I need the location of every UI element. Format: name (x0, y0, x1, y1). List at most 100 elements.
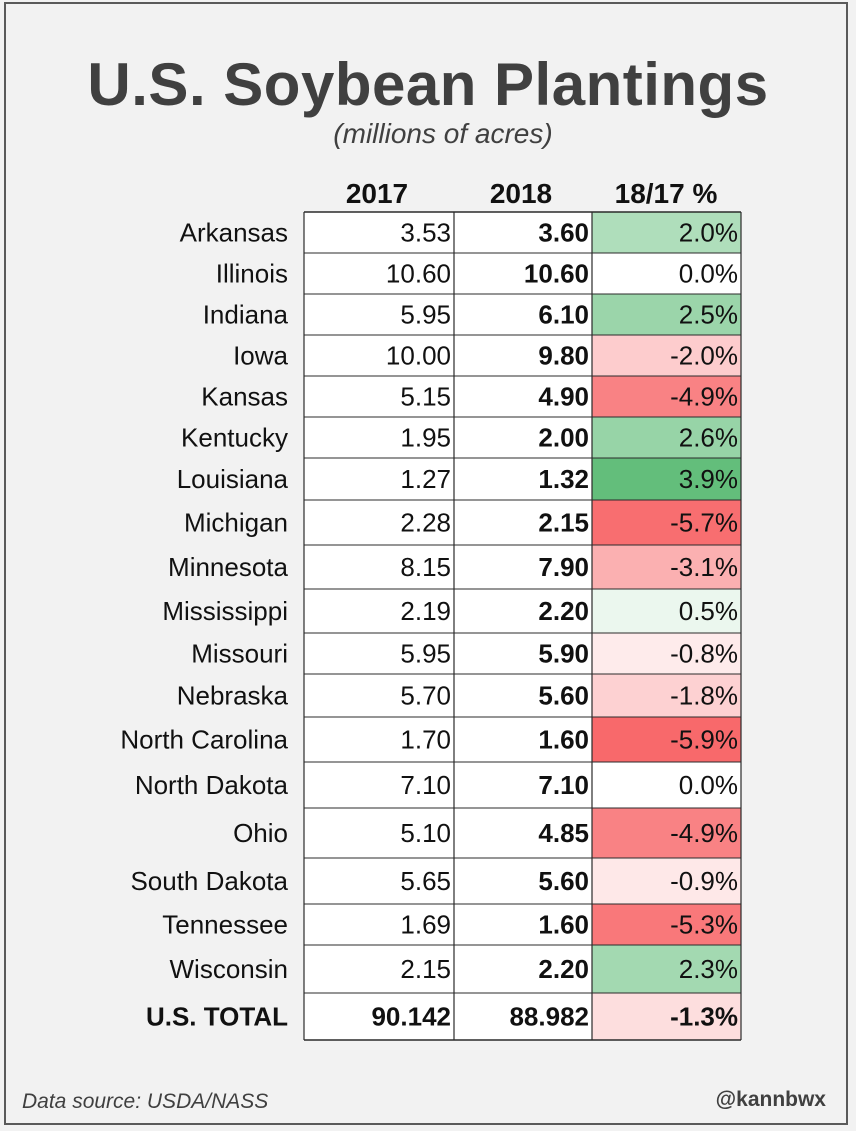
cell-bg (304, 858, 454, 904)
value-y2017: 7.10 (400, 770, 451, 800)
value-y2018: 1.60 (538, 725, 589, 755)
change-cell (592, 458, 741, 500)
state-label: Iowa (233, 341, 288, 371)
cell-bg (304, 417, 454, 458)
value-y2017: 1.27 (400, 464, 451, 494)
cell-bg (454, 858, 592, 904)
state-label: Illinois (216, 259, 288, 289)
cell-bg (304, 212, 454, 253)
cell-bg (304, 762, 454, 808)
value-y2018: 7.90 (538, 552, 589, 582)
cell-bg (304, 335, 454, 376)
cell-bg (304, 376, 454, 417)
state-label: South Dakota (130, 866, 288, 896)
value-pct: 2.0% (679, 218, 738, 248)
data-source-note: Data source: USDA/NASS (22, 1090, 269, 1113)
value-y2017: 1.70 (400, 725, 451, 755)
value-y2018: 5.60 (538, 681, 589, 711)
value-y2017: 5.65 (400, 866, 451, 896)
value-y2017: 10.00 (386, 341, 451, 371)
value-y2017: 5.15 (400, 382, 451, 412)
cell-bg (454, 417, 592, 458)
value-y2018: 2.20 (538, 954, 589, 984)
change-cell (592, 500, 741, 545)
value-y2017: 2.19 (400, 596, 451, 626)
cell-bg (454, 294, 592, 335)
state-label: Tennessee (162, 910, 288, 940)
value-y2018: 7.10 (538, 770, 589, 800)
value-y2018: 2.20 (538, 596, 589, 626)
value-y2018: 9.80 (538, 341, 589, 371)
cell-bg (454, 633, 592, 674)
cell-bg (454, 376, 592, 417)
value-pct: -0.9% (670, 866, 738, 896)
change-cell (592, 858, 741, 904)
change-cell (592, 717, 741, 762)
value-pct: -4.9% (670, 382, 738, 412)
change-cell (592, 945, 741, 993)
cell-bg (454, 589, 592, 633)
cell-bg (304, 945, 454, 993)
change-cell (592, 633, 741, 674)
value-y2018: 3.60 (538, 218, 589, 248)
value-y2017: 2.15 (400, 954, 451, 984)
value-y2017: 90.142 (371, 1002, 451, 1032)
cell-bg (454, 545, 592, 589)
value-pct: 2.6% (679, 423, 738, 453)
state-label: Mississippi (162, 596, 288, 626)
cell-bg (304, 500, 454, 545)
cell-bg (454, 904, 592, 945)
cell-bg (304, 633, 454, 674)
value-y2018: 1.60 (538, 910, 589, 940)
cell-bg (454, 762, 592, 808)
cell-bg (304, 589, 454, 633)
state-label: Louisiana (177, 464, 289, 494)
cell-bg (304, 808, 454, 858)
value-pct: -1.8% (670, 681, 738, 711)
value-pct: -4.9% (670, 818, 738, 848)
value-pct: -5.3% (670, 910, 738, 940)
value-y2017: 3.53 (400, 218, 451, 248)
change-cell (592, 253, 741, 294)
column-header: 18/17 % (615, 178, 718, 209)
cell-bg (454, 500, 592, 545)
value-pct: -3.1% (670, 552, 738, 582)
chart-subtitle: (millions of acres) (333, 118, 553, 149)
state-label: U.S. TOTAL (146, 1002, 288, 1032)
cell-bg (454, 993, 592, 1040)
value-pct: 3.9% (679, 464, 738, 494)
state-label: Ohio (233, 818, 288, 848)
value-y2018: 2.00 (538, 423, 589, 453)
change-cell (592, 545, 741, 589)
chart-title: U.S. Soybean Plantings (87, 51, 769, 118)
state-label: North Dakota (135, 770, 289, 800)
value-y2017: 5.70 (400, 681, 451, 711)
cell-bg (454, 335, 592, 376)
cell-bg (454, 458, 592, 500)
state-label: Minnesota (168, 552, 288, 582)
cell-bg (304, 717, 454, 762)
value-y2017: 1.69 (400, 910, 451, 940)
value-pct: 0.0% (679, 770, 738, 800)
value-y2017: 5.10 (400, 818, 451, 848)
cell-bg (454, 717, 592, 762)
cell-bg (454, 212, 592, 253)
value-pct: -5.9% (670, 725, 738, 755)
value-y2017: 8.15 (400, 552, 451, 582)
cell-bg (304, 458, 454, 500)
cell-bg (304, 253, 454, 294)
state-label: Nebraska (177, 681, 289, 711)
value-y2017: 5.95 (400, 300, 451, 330)
cell-bg (304, 674, 454, 717)
column-header: 2018 (490, 178, 552, 209)
change-cell (592, 589, 741, 633)
value-pct: -1.3% (670, 1002, 738, 1032)
change-cell (592, 335, 741, 376)
value-y2018: 88.982 (509, 1002, 589, 1032)
value-y2017: 5.95 (400, 639, 451, 669)
value-pct: 0.0% (679, 259, 738, 289)
column-header: 2017 (346, 178, 408, 209)
change-cell (592, 904, 741, 945)
change-cell (592, 808, 741, 858)
